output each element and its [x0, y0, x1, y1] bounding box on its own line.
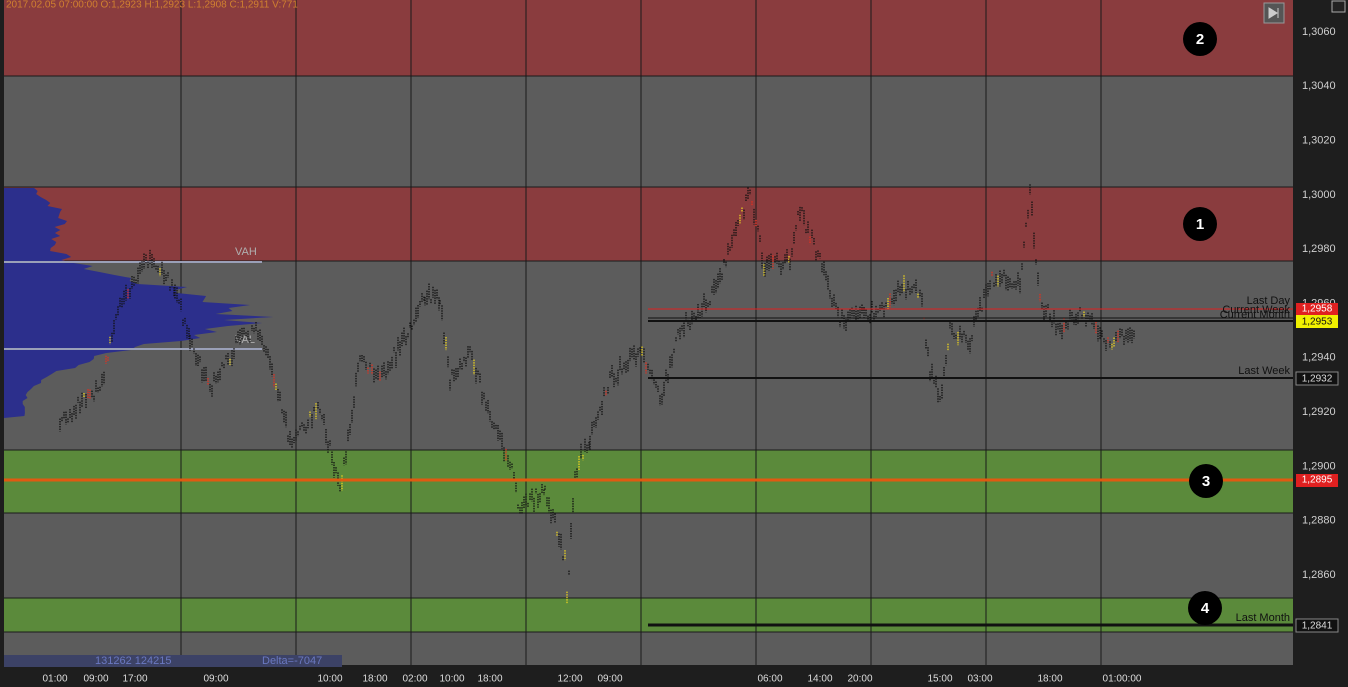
zone-number: 3: [1202, 473, 1210, 490]
price-tag: [1296, 474, 1338, 487]
price-tag-text: 1,2932: [1302, 374, 1333, 385]
price-axis: [1293, 0, 1348, 687]
zone-number: 4: [1201, 600, 1210, 617]
time-label: 10:00: [317, 674, 342, 685]
price-label: 1,3060: [1302, 26, 1336, 38]
price-label: 1,2860: [1302, 569, 1336, 581]
time-label: 18:00: [362, 674, 387, 685]
footer-bar: [4, 655, 342, 667]
level-label: Current Week: [1222, 304, 1290, 316]
level-label: Current Month: [1220, 309, 1290, 321]
time-label: 12:00: [557, 674, 582, 685]
price-label: 1,2900: [1302, 460, 1336, 472]
time-label: 18:00: [477, 674, 502, 685]
plot-area: [4, 0, 1293, 665]
price-label: 1,3040: [1302, 80, 1336, 92]
time-label: 03:00: [967, 674, 992, 685]
time-label: 06:00: [757, 674, 782, 685]
price-tag-text: 1,2953: [1302, 317, 1333, 328]
price-label: 1,3020: [1302, 135, 1336, 147]
time-label: 20:00: [847, 674, 872, 685]
ohlc-header: 2017.02.05 07:00:00 O:1,2923 H:1,2923 L:…: [6, 0, 298, 11]
time-label: 17:00: [122, 674, 147, 685]
price-tag-text: 1,2895: [1302, 475, 1333, 486]
time-label: 18:00: [1037, 674, 1062, 685]
time-label: 15:00: [927, 674, 952, 685]
footer-volumes: 131262 124215: [95, 655, 171, 667]
time-label: 02:00: [402, 674, 427, 685]
price-label: 1,3000: [1302, 189, 1336, 201]
price-tag: [1296, 315, 1338, 328]
settings-button[interactable]: [1331, 0, 1346, 13]
price-tag-text: 1,2841: [1302, 621, 1333, 632]
zone-circle: [1188, 591, 1222, 625]
time-label: 09:00: [83, 674, 108, 685]
time-label: 01:00:00: [1103, 674, 1142, 685]
time-label: 14:00: [807, 674, 832, 685]
volume-profile: [4, 188, 274, 418]
price-axis-labels: 1,30601,30401,30201,30001,29801,29601,29…: [1302, 26, 1336, 581]
price-tag: [1296, 303, 1338, 315]
time-axis: 01:00 09:00 17:00 09:00 10:00 18:00 02:00 10:00…: [42, 674, 1141, 685]
candles: [59, 184, 1135, 604]
price-label: 1,2980: [1302, 243, 1336, 255]
price-tag: [1295, 371, 1339, 386]
vah-label: VAH: [235, 246, 257, 258]
zone-circle: [1183, 207, 1217, 241]
level-label: Last Day: [1247, 295, 1291, 307]
time-label: 09:00: [203, 674, 228, 685]
zone-number: 1: [1196, 216, 1204, 233]
zone-4: [4, 598, 1293, 632]
zone-circle: [1183, 22, 1217, 56]
time-label: 09:00: [597, 674, 622, 685]
scroll-end-icon: [1268, 7, 1279, 19]
grid: [4, 0, 1293, 665]
level-label: Last Month: [1236, 612, 1290, 624]
level-label: Last Week: [1238, 365, 1290, 377]
price-tag: [1295, 618, 1339, 633]
time-label: 10:00: [439, 674, 464, 685]
price-label: 1,2920: [1302, 406, 1336, 418]
price-tag-text: 1,2958: [1302, 304, 1333, 315]
zone-circle: [1189, 464, 1223, 498]
price-label: 1,2940: [1302, 352, 1336, 364]
zone-2: [4, 0, 1293, 76]
zone-markers: 1 2 3 4: [1183, 22, 1223, 625]
zone-number: 2: [1196, 31, 1204, 48]
time-label: 01:00: [42, 674, 67, 685]
price-label: 1,2880: [1302, 515, 1336, 527]
footer-delta: Delta=-7047: [262, 655, 322, 667]
zone-1: [4, 187, 1293, 261]
